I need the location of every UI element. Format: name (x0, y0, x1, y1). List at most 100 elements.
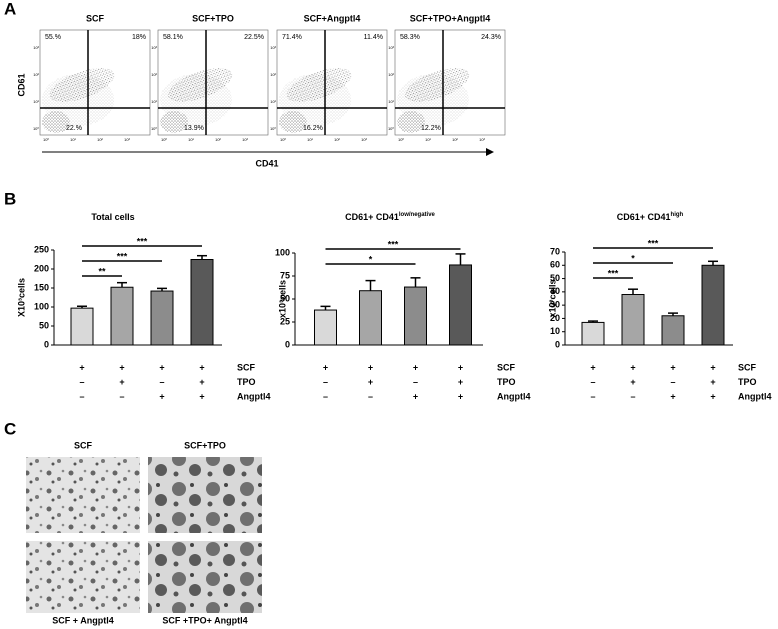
bar (150, 290, 174, 346)
y-tick-label: 10³ (388, 45, 394, 50)
panel-label: C (4, 419, 16, 438)
y-tick-label: 40 (550, 286, 560, 296)
treatment-sign: + (159, 362, 164, 372)
treatment-sign: + (630, 362, 635, 372)
treatment-sign: + (458, 391, 463, 401)
y-tick-label: 10¹ (270, 99, 276, 104)
bar (621, 294, 645, 346)
treatment-sign: + (199, 362, 204, 372)
significance-label: ** (98, 266, 106, 276)
significance-label: *** (117, 251, 128, 261)
significance-label: * (631, 253, 635, 263)
plot-title: SCF (86, 13, 105, 23)
treatment-sign: – (323, 377, 328, 387)
treatment-sign: + (323, 362, 328, 372)
y-tick-label: 10⁰ (270, 126, 276, 131)
treatment-sign: + (630, 377, 635, 387)
x-axis-label: CD41 (255, 158, 278, 168)
bar (581, 321, 605, 346)
title-superscript: high (671, 212, 684, 218)
treatment-sign: + (368, 362, 373, 372)
y-axis-label: x10³cells (277, 280, 287, 318)
bar (314, 309, 337, 346)
x-tick-label: 10² (334, 137, 340, 142)
quadrant-percent: 11.4% (364, 34, 383, 41)
plot-title: SCF+TPO+Angptl4 (410, 13, 491, 23)
bar (404, 286, 427, 346)
y-tick-label: 250 (34, 244, 49, 254)
bar (661, 315, 685, 346)
treatment-sign: – (630, 391, 635, 401)
bar (110, 286, 134, 346)
micrograph-label: SCF+TPO (184, 440, 226, 450)
treatment-sign: – (590, 391, 595, 401)
significance-label: * (369, 254, 373, 264)
x-tick-label: 10⁰ (161, 137, 167, 142)
y-tick-label: 50 (39, 320, 49, 330)
x-tick-label: 10³ (242, 137, 248, 142)
treatment-sign: + (199, 391, 204, 401)
cell-cloud (279, 74, 351, 126)
treatment-sign: – (670, 377, 675, 387)
title-superscript: low/negative (399, 212, 436, 218)
y-tick-label: 50 (550, 273, 560, 283)
treatment-sign: + (710, 377, 715, 387)
x-tick-label: 10⁰ (280, 137, 286, 142)
treatment-sign: – (590, 377, 595, 387)
y-tick-label: 10³ (151, 45, 157, 50)
y-tick-label: 50 (280, 293, 290, 303)
quadrant-percent: 58.3% (400, 34, 420, 41)
y-tick-label: 100 (34, 301, 49, 311)
significance-label: *** (608, 268, 619, 278)
bar (701, 264, 725, 346)
treatment-name: TPO (738, 377, 757, 387)
panel-label: B (4, 189, 16, 208)
x-tick-label: 10¹ (70, 137, 76, 142)
x-tick-label: 10³ (124, 137, 130, 142)
treatment-sign: + (458, 377, 463, 387)
treatment-sign: – (368, 391, 373, 401)
treatment-name: Angptl4 (497, 391, 531, 401)
x-tick-label: 10² (452, 137, 458, 142)
y-tick-label: 10 (550, 326, 560, 336)
y-tick-label: 10² (270, 72, 276, 77)
bar (70, 307, 94, 346)
x-tick-label: 10¹ (188, 137, 194, 142)
cell-cloud (42, 74, 114, 126)
y-tick-label: 10¹ (33, 99, 39, 104)
plot-title: SCF+Angptl4 (304, 13, 361, 23)
micrograph (148, 457, 262, 533)
quadrant-percent: 16.2% (303, 125, 323, 132)
title-text: CD61+ CD41 (345, 212, 399, 222)
y-tick-label: 0 (285, 339, 290, 349)
quadrant-percent: 24.3% (481, 34, 501, 41)
treatment-name: SCF (237, 362, 256, 372)
treatment-sign: – (323, 391, 328, 401)
treatment-sign: – (159, 377, 164, 387)
y-tick-label: 200 (34, 263, 49, 273)
x-tick-label: 10³ (361, 137, 367, 142)
y-axis-label: x10³cells (547, 279, 557, 317)
treatment-sign: + (413, 391, 418, 401)
cell-cloud (397, 74, 469, 126)
y-tick-label: 10³ (33, 45, 39, 50)
y-tick-label: 100 (275, 247, 290, 257)
significance-label: *** (388, 239, 399, 249)
treatment-sign: + (119, 377, 124, 387)
quadrant-percent: 13.9% (184, 125, 204, 132)
quadrant-percent: 58.1% (163, 34, 183, 41)
title-text: Total cells (91, 212, 134, 222)
x-tick-label: 10⁰ (43, 137, 49, 142)
y-axis-label: CD61 (16, 73, 26, 96)
y-tick-label: 150 (34, 282, 49, 292)
micrograph-label: SCF + Angptl4 (52, 615, 113, 625)
y-tick-label: 10¹ (388, 99, 394, 104)
flow-panel: SCF 55.% 18% 22.% 10⁰ 10⁰ 10¹ 10¹ 10² 10² 10³ 10³ SC… (33, 13, 506, 142)
y-tick-label: 10² (151, 72, 157, 77)
treatment-name: SCF (738, 362, 757, 372)
treatment-sign: – (79, 391, 84, 401)
arrow-head (486, 148, 494, 156)
treatment-sign: + (590, 362, 595, 372)
treatment-sign: + (710, 391, 715, 401)
